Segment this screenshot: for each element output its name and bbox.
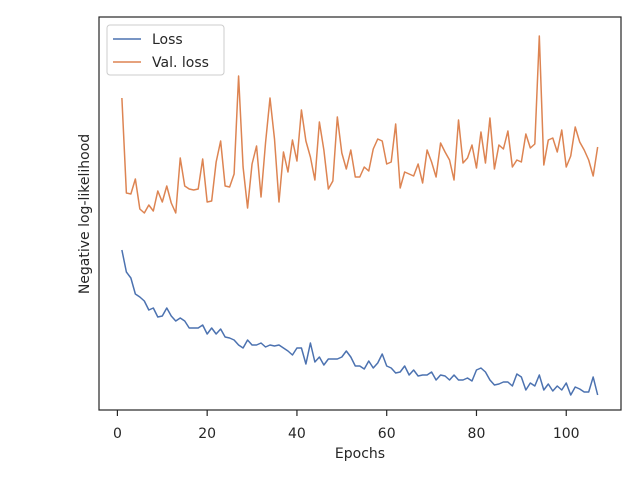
x-tick-label: 60: [378, 426, 396, 442]
legend-label: Val. loss: [152, 55, 209, 71]
y-axis-label: Negative log-likelihood: [77, 134, 93, 294]
x-tick-label: 20: [198, 426, 216, 442]
x-tick-label: 80: [468, 426, 486, 442]
x-axis-label: Epochs: [335, 446, 385, 462]
x-tick-label: 0: [113, 426, 122, 442]
axes-frame: [98, 16, 622, 411]
legend-label: Loss: [152, 32, 183, 48]
line-series: [121, 249, 599, 396]
x-tick-label: 100: [553, 426, 580, 442]
line-series: [121, 35, 599, 214]
legend: Loss Val. loss: [106, 24, 225, 76]
x-tick-label: 40: [288, 426, 306, 442]
